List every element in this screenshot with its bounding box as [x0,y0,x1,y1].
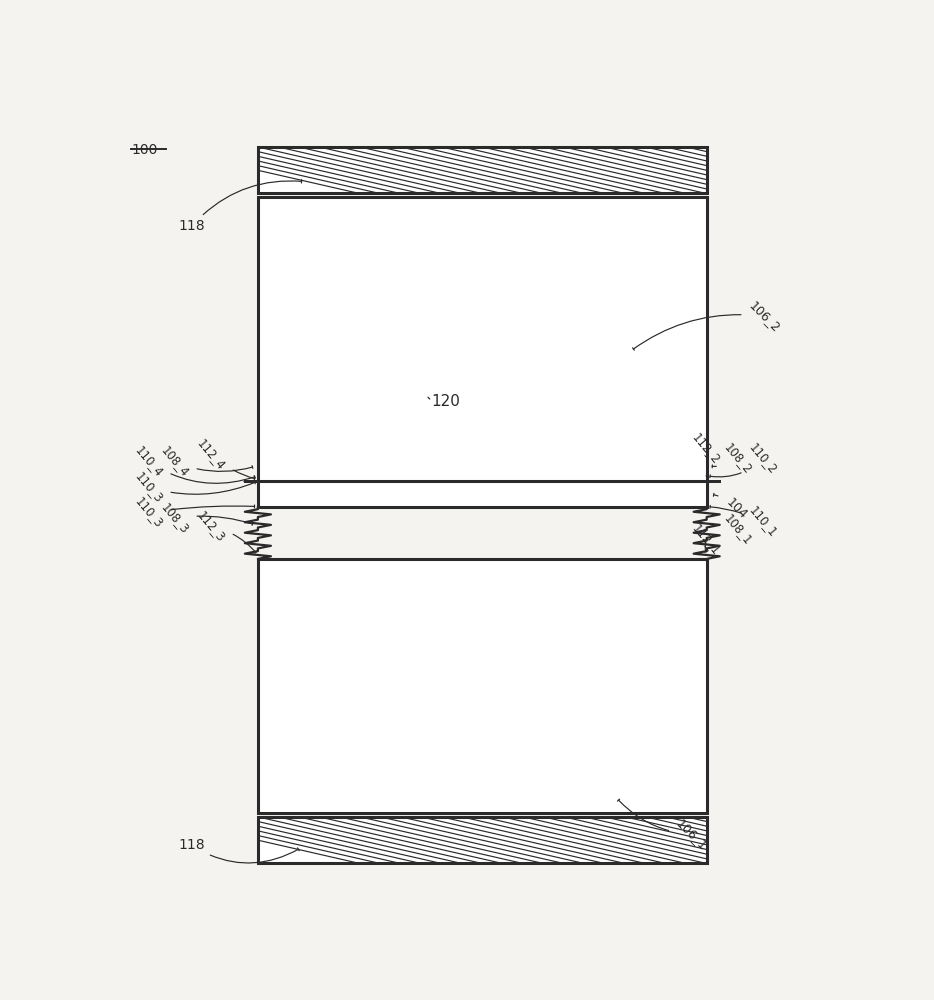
Bar [258,481,707,507]
Text: 112_3: 112_3 [195,509,257,553]
Text: 106_2: 106_2 [632,298,783,350]
Text: 112_2: 112_2 [690,431,723,476]
Text: 108_3: 108_3 [159,500,253,536]
Text: 106_1: 106_1 [617,799,710,853]
Bar [258,197,707,482]
Text: 112_1: 112_1 [690,522,723,558]
Text: 100: 100 [131,143,158,157]
Text: 120: 120 [432,394,460,409]
Text: 110_2: 110_2 [710,441,780,478]
Text: 112_4: 112_4 [195,437,255,480]
Bar [258,817,707,863]
Text: 110_1: 110_1 [710,504,780,540]
Bar [258,147,707,193]
Bar [258,559,707,813]
Text: 108_4: 108_4 [159,444,253,480]
Text: 104: 104 [714,493,749,522]
Text: 110_3: 110_3 [133,469,255,505]
Text: 108_2: 108_2 [713,441,755,477]
Text: 108_1: 108_1 [713,512,755,547]
Text: 110_3: 110_3 [133,495,255,531]
Text: 118: 118 [178,180,302,233]
Text: 118: 118 [178,838,299,863]
Text: 110_4: 110_4 [133,444,255,483]
